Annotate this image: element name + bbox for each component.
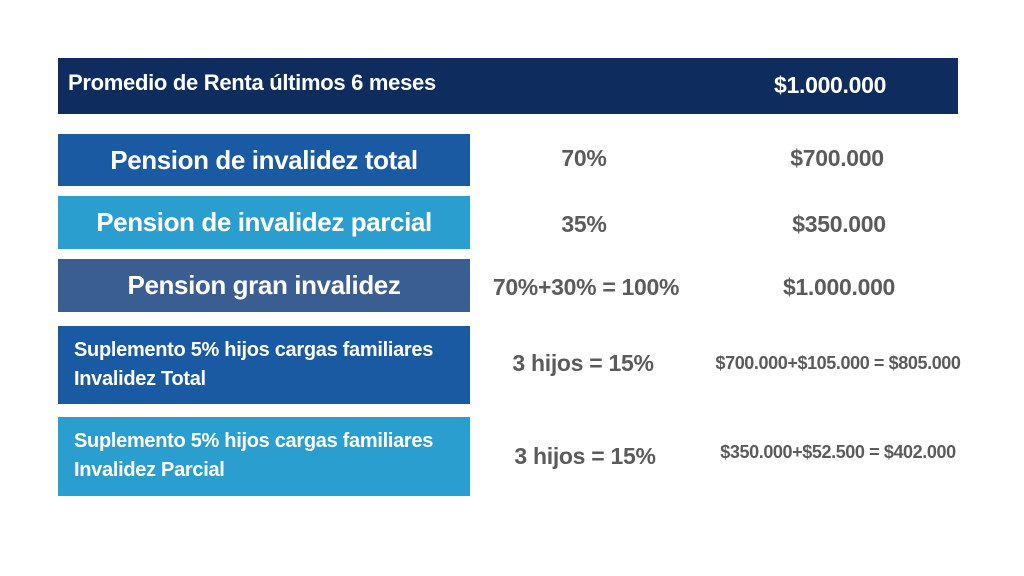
header-value: $1.000.000 xyxy=(774,72,887,98)
row-label-invalidez-total: Pension de invalidez total xyxy=(58,134,470,186)
row-label-line1: Suplemento 5% hijos cargas familiares xyxy=(74,339,434,361)
row-label-line2: Invalidez Parcial xyxy=(74,459,225,481)
row-percent-gran-invalidez: 70%+30% = 100% xyxy=(492,274,680,300)
row-label-line2: Invalidez Total xyxy=(74,368,206,390)
row-label-gran-invalidez: Pension gran invalidez xyxy=(58,259,470,312)
row-amount-suplemento-parcial: $350.000+$52.500 = $402.000 xyxy=(720,442,956,462)
row-label-line1: Suplemento 5% hijos cargas familiares xyxy=(74,430,434,452)
row-amount-invalidez-total: $700.000 xyxy=(790,145,884,171)
row-label-suplemento-parcial: Suplemento 5% hijos cargas familiares In… xyxy=(58,417,470,496)
header-label: Promedio de Renta últimos 6 meses xyxy=(68,70,436,95)
row-amount-suplemento-total: $700.000+$105.000 = $805.000 xyxy=(715,353,961,373)
row-percent-invalidez-total: 70% xyxy=(561,145,607,171)
row-label-suplemento-total: Suplemento 5% hijos cargas familiares In… xyxy=(58,326,470,404)
row-percent-suplemento-parcial: 3 hijos = 15% xyxy=(514,443,656,469)
row-label-invalidez-parcial: Pension de invalidez parcial xyxy=(58,196,470,249)
row-amount-gran-invalidez: $1.000.000 xyxy=(782,274,896,300)
header-bar: Promedio de Renta últimos 6 meses $1.000… xyxy=(58,58,958,114)
row-amount-invalidez-parcial: $350.000 xyxy=(792,211,886,237)
row-percent-invalidez-parcial: 35% xyxy=(561,211,607,237)
row-percent-suplemento-total: 3 hijos = 15% xyxy=(512,350,654,376)
